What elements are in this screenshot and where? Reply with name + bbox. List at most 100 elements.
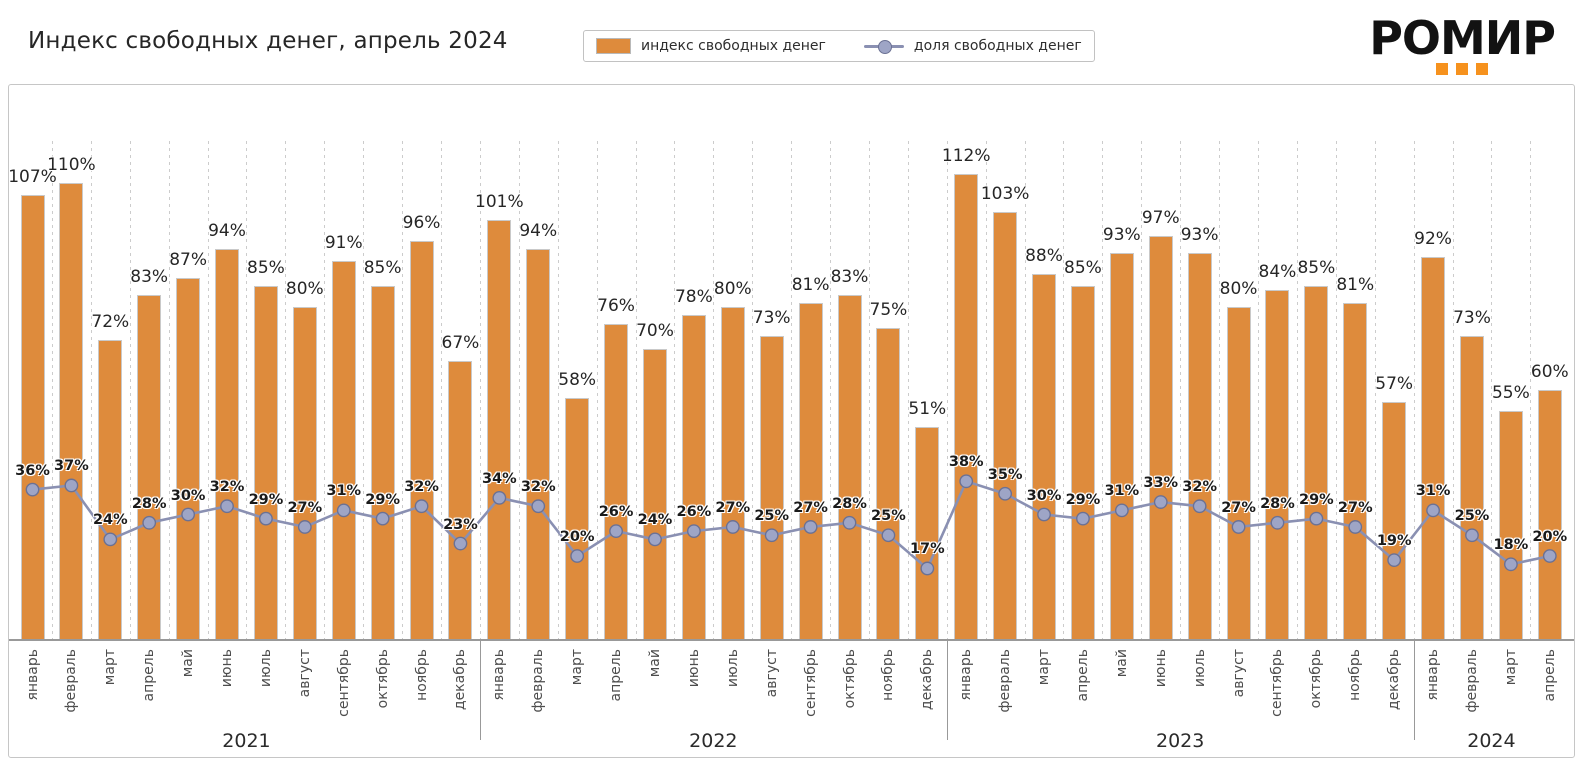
bar-value-label: 57% [1375, 374, 1414, 395]
line-value-label: 25% [754, 508, 790, 525]
romir-logo-squares-icon [1436, 63, 1489, 76]
x-tick-label: декабрь [452, 649, 469, 711]
month-gridline [168, 141, 170, 639]
page-title: Индекс свободных денег, апрель 2024 [28, 28, 508, 54]
bar-value-label: 70% [636, 320, 674, 341]
legend: индекс свободных денег доля свободных де… [583, 30, 1095, 62]
x-tick-label: февраль [63, 649, 80, 713]
bar [59, 182, 84, 639]
x-tick-label: июль [1191, 649, 1208, 688]
bar-value-label: 94% [208, 220, 246, 241]
x-tick-label: август [763, 649, 780, 698]
year-label: 2021 [222, 730, 271, 752]
line-value-label: 38% [948, 454, 984, 471]
month-gridline [1335, 141, 1337, 639]
share-line-marker-icon [375, 511, 390, 526]
month-gridline [324, 141, 326, 639]
x-tick-label: февраль [1463, 649, 1480, 713]
share-line-marker-icon [1348, 520, 1363, 534]
share-line-marker-icon [648, 532, 662, 547]
x-tick-label: сентябрь [802, 649, 819, 717]
year-label: 2024 [1467, 730, 1516, 752]
bar [448, 360, 473, 639]
bar-value-label: 76% [597, 295, 635, 316]
bar [331, 261, 356, 639]
bar-value-label: 112% [941, 146, 991, 167]
line-value-label: 32% [520, 479, 556, 496]
bar-value-label: 51% [908, 399, 947, 420]
line-value-label: 28% [131, 495, 167, 512]
month-gridline [518, 141, 520, 639]
share-line-marker-icon [220, 499, 234, 514]
x-tick-label: январь [491, 649, 508, 701]
share-line-marker-icon [531, 499, 546, 514]
line-value-label: 25% [871, 508, 906, 525]
x-tick-label: март [1036, 649, 1053, 686]
bar [1498, 410, 1523, 639]
line-value-label: 26% [598, 504, 634, 521]
month-gridline [946, 141, 948, 639]
x-tick-label: июнь [219, 649, 236, 688]
x-tick-label: июль [724, 649, 741, 688]
bar [1032, 273, 1057, 639]
bar-value-label: 81% [791, 274, 830, 295]
share-line-marker-icon [492, 490, 507, 505]
bar-value-label: 103% [980, 183, 1030, 204]
line-value-label: 20% [559, 529, 595, 545]
bar [1265, 290, 1290, 639]
x-tick-label: июнь [685, 649, 702, 688]
month-gridline [1024, 141, 1026, 639]
x-tick-label: октябрь [841, 649, 858, 709]
share-line-marker-icon [1309, 511, 1324, 526]
x-tick-label: май [1113, 649, 1130, 678]
line-value-label: 24% [637, 512, 673, 529]
bar-value-label: 94% [519, 220, 558, 241]
x-tick-label: сентябрь [1269, 649, 1286, 717]
share-line-marker-icon [959, 474, 974, 489]
share-line-marker-icon [414, 499, 429, 514]
share-line-marker-icon [181, 507, 196, 522]
month-gridline [479, 141, 481, 639]
bar-value-label: 60% [1530, 362, 1569, 382]
x-tick-label: октябрь [1308, 649, 1325, 709]
bar-value-label: 81% [1336, 274, 1375, 295]
legend-label-line: доля свободных денег [913, 38, 1082, 54]
x-axis-line [9, 639, 1574, 641]
bar-value-label: 55% [1491, 382, 1530, 403]
bar-value-label: 83% [830, 266, 869, 287]
x-tick-label: июль [257, 649, 274, 688]
bar [604, 323, 629, 639]
share-line-marker-icon [1076, 511, 1090, 526]
month-gridline [1102, 141, 1104, 639]
line-value-label: 35% [987, 466, 1023, 483]
month-gridline [1452, 141, 1454, 639]
line-value-label: 28% [1260, 495, 1295, 512]
bar-value-label: 93% [1180, 225, 1219, 246]
month-gridline [596, 141, 598, 639]
bar-value-label: 73% [752, 308, 791, 329]
month-gridline [1063, 141, 1065, 639]
share-line-marker-icon [1503, 557, 1518, 572]
share-line-marker-icon [1387, 553, 1402, 568]
month-gridline [1219, 141, 1221, 639]
bar [1070, 286, 1095, 639]
month-gridline [635, 141, 637, 639]
bar [915, 427, 940, 639]
bar-value-label: 83% [130, 266, 169, 287]
share-line-marker-icon [686, 524, 701, 538]
line-value-label: 37% [54, 458, 89, 475]
year-separator [946, 639, 948, 740]
line-value-label: 26% [676, 504, 712, 521]
share-line-marker-icon [570, 549, 585, 563]
month-gridline [1491, 141, 1493, 639]
line-value-label: 32% [1182, 479, 1217, 496]
share-line-marker-icon [920, 561, 935, 576]
share-line-marker-icon [842, 515, 857, 530]
bar-value-label: 75% [869, 299, 908, 320]
line-series-glyph-icon [863, 39, 904, 54]
line-value-label: 29% [1065, 491, 1101, 508]
line-value-label: 27% [715, 499, 751, 516]
plot-area: 107% 36% 110% 37% 72% 24% 83% 28% 87% 30% 94% 32% 85… [8, 84, 1575, 758]
x-tick-label: февраль [530, 649, 547, 713]
bar [642, 348, 667, 639]
